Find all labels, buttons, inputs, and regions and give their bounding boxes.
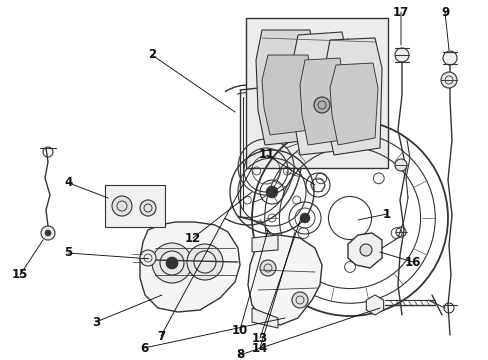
Circle shape — [140, 200, 156, 216]
Polygon shape — [347, 233, 381, 268]
Polygon shape — [262, 55, 311, 135]
Circle shape — [394, 48, 408, 62]
Polygon shape — [256, 30, 314, 145]
Circle shape — [41, 226, 55, 240]
Text: 3: 3 — [92, 315, 100, 328]
Circle shape — [359, 244, 371, 256]
Text: 16: 16 — [404, 256, 420, 269]
Polygon shape — [291, 32, 347, 155]
Text: 2: 2 — [148, 49, 156, 62]
Text: 6: 6 — [140, 342, 148, 355]
Text: 1: 1 — [382, 207, 390, 220]
Text: 17: 17 — [392, 5, 408, 18]
Text: 8: 8 — [235, 348, 244, 360]
Circle shape — [394, 159, 406, 171]
Circle shape — [299, 213, 309, 223]
Text: 12: 12 — [184, 231, 201, 244]
Circle shape — [45, 230, 51, 236]
Circle shape — [442, 51, 456, 65]
Polygon shape — [251, 308, 278, 328]
Bar — [245, 18, 387, 168]
Circle shape — [152, 243, 192, 283]
Circle shape — [186, 244, 223, 280]
Circle shape — [313, 97, 329, 113]
Text: 7: 7 — [157, 329, 165, 342]
Text: 9: 9 — [440, 5, 448, 18]
Text: 4: 4 — [65, 176, 73, 189]
Circle shape — [265, 186, 278, 198]
Circle shape — [291, 292, 307, 308]
Polygon shape — [324, 38, 381, 155]
Polygon shape — [299, 58, 343, 145]
Polygon shape — [366, 295, 383, 315]
Text: 11: 11 — [258, 148, 275, 162]
Circle shape — [112, 196, 132, 216]
Circle shape — [260, 260, 275, 276]
Text: 14: 14 — [251, 342, 267, 355]
Text: 10: 10 — [231, 324, 247, 337]
Polygon shape — [247, 235, 321, 325]
Circle shape — [140, 250, 156, 266]
Text: 5: 5 — [64, 247, 72, 260]
Polygon shape — [251, 235, 278, 252]
Text: 15: 15 — [12, 269, 28, 282]
Bar — [105, 185, 164, 227]
Circle shape — [440, 72, 456, 88]
Text: 13: 13 — [251, 332, 267, 345]
Circle shape — [165, 257, 178, 269]
Polygon shape — [329, 63, 377, 145]
Polygon shape — [140, 222, 240, 312]
